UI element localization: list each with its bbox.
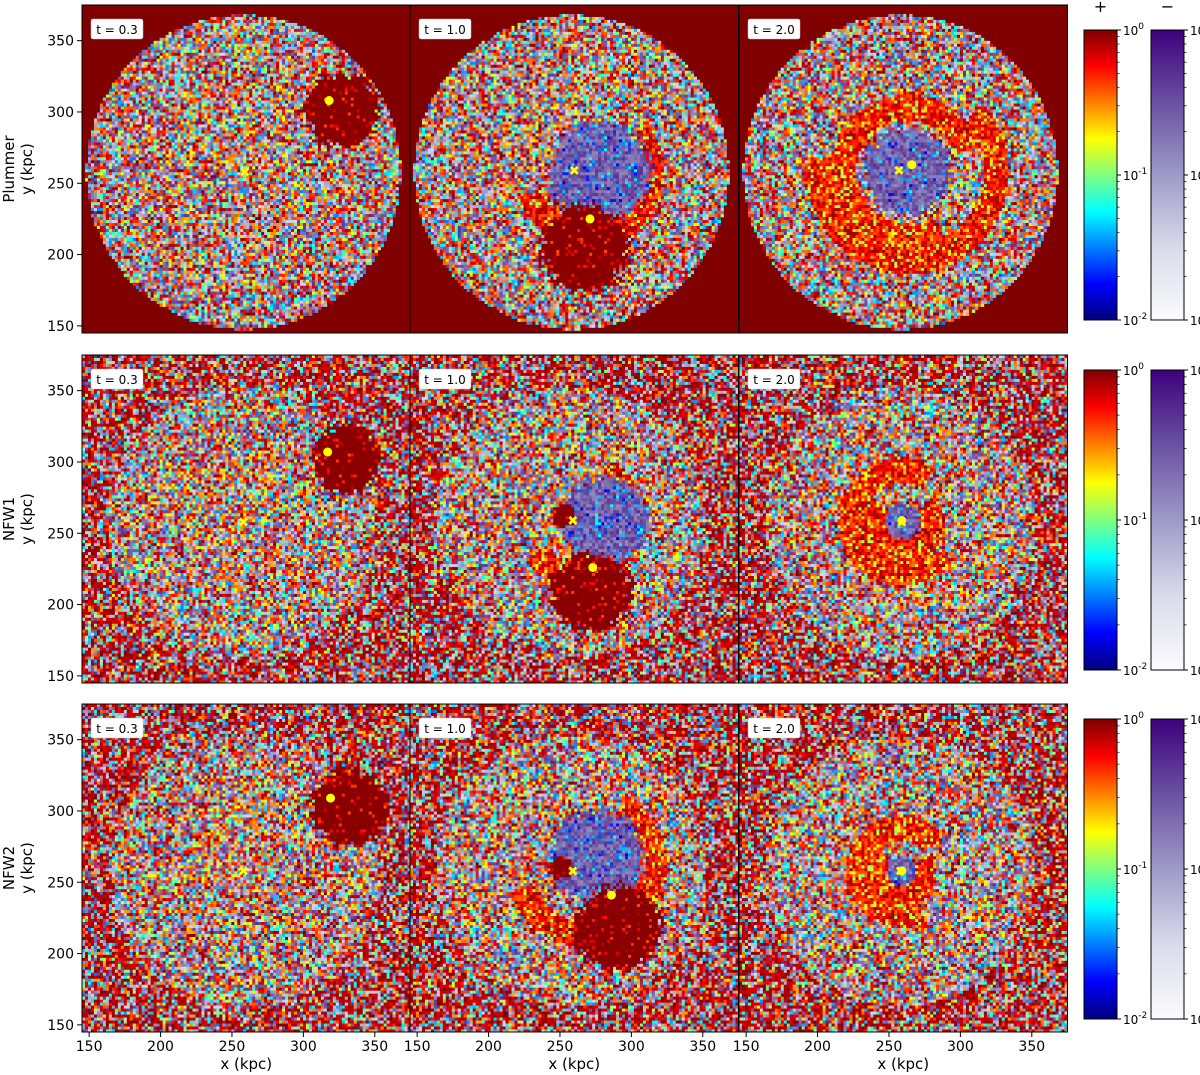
colorbar-tick-label: 10-1	[1190, 167, 1200, 183]
colorbar-tick-label: 10-1	[1123, 861, 1147, 877]
x-tick-label: 350	[361, 1039, 388, 1055]
x-axis-label: x (kpc)	[548, 1055, 600, 1073]
position-dot-marker	[325, 96, 334, 105]
x-tick-label: 200	[804, 1039, 831, 1055]
y-axis-label: y (kpc)	[18, 842, 36, 894]
y-tick-label: 200	[47, 947, 74, 963]
x-tick-label: 350	[1018, 1039, 1045, 1055]
x-tick-label: 150	[404, 1039, 431, 1055]
y-axis-label: y (kpc)	[18, 143, 36, 195]
position-dot-marker	[607, 891, 616, 900]
colorbar-tick-label: 10-1	[1190, 861, 1200, 877]
time-label: t = 0.3	[96, 373, 137, 387]
y-axis-label: y (kpc)	[18, 493, 36, 545]
y-tick-label: 200	[47, 598, 74, 614]
y-tick-label: 300	[47, 105, 74, 121]
colorbar-tick-label: 100	[1190, 22, 1200, 38]
time-label: t = 0.3	[96, 23, 137, 37]
colorbar-positive	[1084, 30, 1117, 320]
position-dot-marker	[897, 866, 906, 875]
colorbar-tick-label: 10-1	[1123, 167, 1147, 183]
time-label: t = 2.0	[753, 722, 794, 736]
colorbar-tick-label: 10-1	[1190, 512, 1200, 528]
x-axis-label: x (kpc)	[220, 1055, 272, 1073]
x-tick-label: 150	[733, 1039, 760, 1055]
colorbar-tick-label: 100	[1190, 711, 1200, 727]
colorbar-sign-label: +	[1094, 0, 1107, 16]
time-label: t = 0.3	[96, 722, 137, 736]
y-tick-label: 150	[47, 319, 74, 335]
colorbar-tick-label: 10-2	[1123, 662, 1147, 678]
colorbar-positive	[1084, 719, 1117, 1019]
colorbar-tick-label: 10-1	[1123, 512, 1147, 528]
y-tick-label: 250	[47, 875, 74, 891]
colorbar-tick-label: 100	[1123, 22, 1144, 38]
x-tick-label: 250	[876, 1039, 903, 1055]
y-tick-label: 150	[47, 1018, 74, 1034]
row-name-label: Plummer	[0, 135, 18, 203]
x-tick-label: 250	[219, 1039, 246, 1055]
colorbar-tick-label: 10-2	[1123, 312, 1147, 328]
position-dot-marker	[323, 447, 332, 456]
position-dot-marker	[326, 794, 335, 803]
colorbar-tick-label: 10-2	[1123, 1011, 1147, 1027]
y-tick-label: 350	[47, 733, 74, 749]
time-label: t = 1.0	[424, 373, 465, 387]
row-name-label: NFW2	[0, 846, 18, 890]
position-dot-marker	[588, 563, 597, 572]
colorbar-negative	[1151, 30, 1184, 320]
x-tick-label: 250	[547, 1039, 574, 1055]
colorbar-positive	[1084, 370, 1117, 670]
colorbar-negative	[1151, 719, 1184, 1019]
x-axis-label: x (kpc)	[877, 1055, 929, 1073]
position-dot-marker	[585, 214, 594, 223]
y-tick-label: 350	[47, 384, 74, 400]
colorbar-tick-label: 100	[1123, 362, 1144, 378]
y-tick-label: 250	[47, 176, 74, 192]
x-tick-label: 200	[475, 1039, 502, 1055]
colorbar-tick-label: 10-2	[1190, 662, 1200, 678]
y-tick-label: 300	[47, 804, 74, 820]
x-tick-label: 300	[947, 1039, 974, 1055]
x-tick-label: 300	[290, 1039, 317, 1055]
time-label: t = 2.0	[753, 23, 794, 37]
y-tick-label: 150	[47, 669, 74, 685]
x-tick-label: 150	[76, 1039, 103, 1055]
x-tick-label: 200	[147, 1039, 174, 1055]
y-tick-label: 200	[47, 248, 74, 264]
position-dot-marker	[907, 160, 916, 169]
position-dot-marker	[897, 516, 906, 525]
time-label: t = 1.0	[424, 722, 465, 736]
x-tick-label: 350	[689, 1039, 716, 1055]
y-tick-label: 350	[47, 34, 74, 50]
x-tick-label: 300	[618, 1039, 645, 1055]
colorbar-negative	[1151, 370, 1184, 670]
y-tick-label: 300	[47, 455, 74, 471]
time-label: t = 1.0	[424, 23, 465, 37]
row-name-label: NFW1	[0, 497, 18, 541]
colorbar-sign-label: −	[1161, 0, 1174, 16]
colorbar-tick-label: 10-2	[1190, 1011, 1200, 1027]
heatmap-panel-plummer-3	[739, 5, 1068, 333]
y-tick-label: 250	[47, 526, 74, 542]
time-label: t = 2.0	[753, 373, 794, 387]
colorbar-tick-label: 10-2	[1190, 312, 1200, 328]
colorbar-tick-label: 100	[1123, 711, 1144, 727]
colorbar-tick-label: 100	[1190, 362, 1200, 378]
